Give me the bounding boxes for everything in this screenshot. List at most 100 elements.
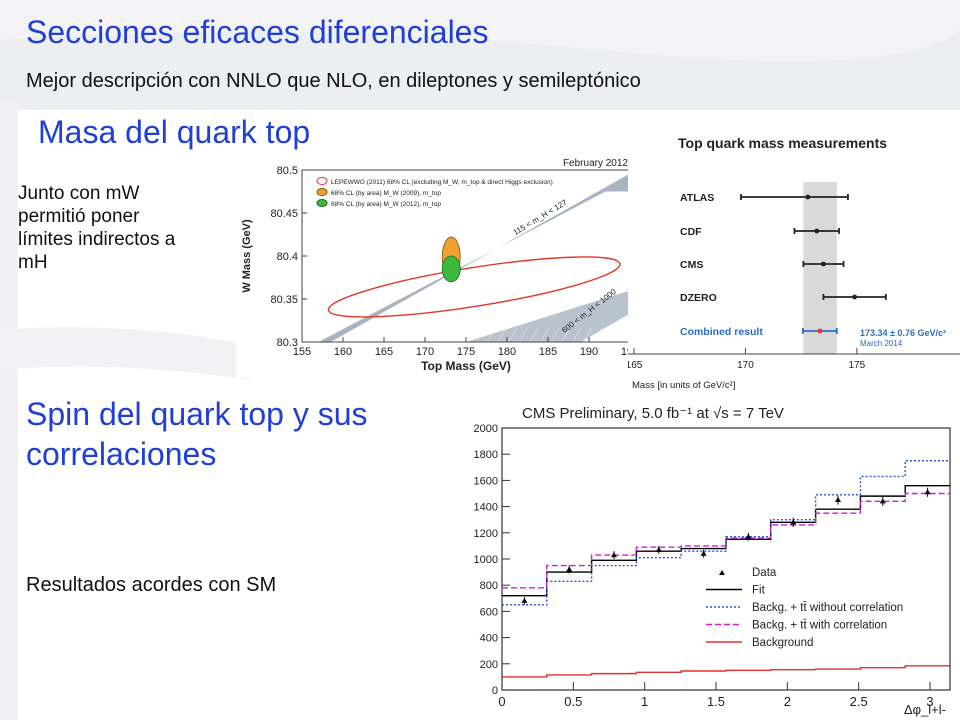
- measurement-label: CMS: [680, 259, 703, 271]
- legend-entry: Backg. + tt̄ with correlation: [752, 619, 887, 631]
- mw-note-line: permitió poner: [18, 206, 140, 227]
- measurement-point: [805, 194, 811, 200]
- x-axis-label: Δφ_l+l-: [904, 702, 946, 717]
- mw-note-line: límites indirectos a: [18, 229, 176, 250]
- y-tick-label: 1600: [474, 475, 498, 487]
- higgs-band-heavy: [466, 290, 630, 342]
- x-axis-label: Top Mass (GeV): [421, 359, 511, 373]
- legend-entry: Data: [752, 567, 777, 579]
- x-tick-label: 165: [628, 360, 643, 371]
- y-tick-label: 800: [480, 580, 498, 592]
- y-tick-label: 200: [480, 659, 498, 671]
- band-hatch: [465, 327, 475, 342]
- band-hatch: [551, 327, 560, 342]
- measurement-point: [821, 261, 826, 267]
- data-point: [879, 498, 886, 504]
- slide-subtitle: Mejor descripción con NNLO que NLO, en d…: [26, 70, 641, 92]
- legend-marker: [316, 177, 328, 185]
- x-tick-label: 170: [416, 346, 434, 358]
- legend-entry: Background: [752, 637, 813, 649]
- band-hatch: [593, 327, 603, 342]
- measurement-label: CDF: [680, 226, 702, 238]
- chart-title: CMS Preliminary, 5.0 fb⁻¹ at √s = 7 TeV: [522, 405, 784, 422]
- top-quark-mass-measurements-chart: Top quark mass measurements ATLAS CDF CMS DZ…: [628, 124, 960, 396]
- combined-date-label: March 2014: [860, 339, 903, 348]
- measurement-point: [817, 328, 823, 334]
- measurement-point: [852, 294, 858, 300]
- mw-note-line: mH: [18, 252, 48, 273]
- data-point: [835, 497, 841, 503]
- spin-heading: Spin del quark top y sus correlaciones: [26, 394, 446, 474]
- y-tick-label: 600: [480, 606, 498, 618]
- y-tick-label: 80.3: [277, 337, 298, 349]
- legend-entry: 68% CL (by area) M_W (2012), m_top: [331, 201, 441, 208]
- x-tick-label: 2.5: [850, 694, 868, 709]
- x-tick-label: 185: [539, 346, 557, 358]
- x-tick-label: 1.5: [707, 694, 725, 709]
- chart-title: Top quark mass measurements: [678, 135, 887, 151]
- cms-delta-phi-chart: CMS Preliminary, 5.0 fb⁻¹ at √s = 7 TeV 0…: [452, 398, 960, 720]
- series-line: [502, 665, 950, 678]
- chart-title: February 2012: [563, 158, 628, 169]
- mw-note: Junto con mW permitió poner límites indi…: [18, 182, 268, 274]
- y-tick-label: 80.4: [277, 251, 298, 263]
- y-tick-label: 80.35: [270, 294, 298, 306]
- y-tick-label: 1200: [474, 528, 498, 540]
- combined-band: [803, 182, 837, 354]
- x-tick-label: 2: [784, 694, 791, 709]
- data-point: [655, 546, 662, 552]
- ellipse-2012: [441, 255, 461, 283]
- band-hatch: [519, 327, 528, 342]
- data-point: [790, 519, 797, 525]
- y-tick-label: 80.45: [270, 208, 298, 220]
- x-tick-label: 165: [375, 346, 393, 358]
- x-tick-label: 3: [926, 694, 933, 709]
- band-hatch: [614, 327, 624, 342]
- band-hatch: [476, 327, 485, 342]
- slide-title: Secciones eficaces diferenciales: [26, 14, 489, 50]
- measurement-label: Combined result: [680, 326, 763, 338]
- legend-marker: [316, 199, 328, 207]
- conclusion-text: Resultados acordes con SM: [26, 574, 277, 596]
- data-point: [745, 533, 752, 539]
- band-hatch: [540, 327, 549, 342]
- spin-heading-line: correlaciones: [26, 436, 217, 472]
- x-tick-label: 170: [737, 360, 754, 371]
- y-tick-label: 2000: [474, 423, 498, 435]
- legend-entry: LEPEWWG (2011) 68% CL (excluding M_W, m_…: [331, 179, 553, 186]
- y-tick-label: 80.5: [277, 165, 298, 177]
- data-point: [611, 552, 617, 558]
- measurement-label: DZERO: [680, 292, 717, 304]
- band-hatch: [561, 327, 571, 342]
- measurement-point: [814, 228, 820, 234]
- series-line: [502, 460, 950, 606]
- band-hatch: [604, 327, 613, 342]
- y-axis-label: W Mass (GeV): [241, 219, 253, 293]
- mw-note-line: Junto con mW: [18, 183, 140, 204]
- band-hatch: [529, 327, 539, 342]
- top-mass-heading: Masa del quark top: [38, 114, 311, 150]
- x-tick-label: 175: [849, 360, 866, 371]
- legend-entry: Fit: [752, 585, 766, 597]
- x-tick-label: 180: [498, 346, 516, 358]
- band-hatch: [572, 327, 581, 342]
- band-hatch: [497, 327, 507, 342]
- x-tick-label: 155: [293, 346, 311, 358]
- y-tick-label: 0: [492, 685, 498, 697]
- x-tick-label: 175: [457, 346, 475, 358]
- y-tick-label: 1400: [474, 502, 498, 514]
- y-tick-label: 1800: [474, 449, 498, 461]
- legend-marker: [316, 188, 328, 196]
- combined-value-label: 173.34 ± 0.76 GeV/c²: [860, 328, 946, 338]
- x-tick-label: 190: [580, 346, 598, 358]
- data-point: [924, 489, 931, 495]
- data-point: [700, 550, 707, 556]
- measurement-label: ATLAS: [680, 192, 714, 204]
- band-hatch: [508, 327, 517, 342]
- data-point: [521, 597, 528, 603]
- legend-entry: Backg. + tt̄ without correlation: [752, 602, 903, 614]
- x-tick-label: 160: [334, 346, 352, 358]
- data-point: [566, 566, 573, 572]
- x-tick-label: 0.5: [564, 694, 582, 709]
